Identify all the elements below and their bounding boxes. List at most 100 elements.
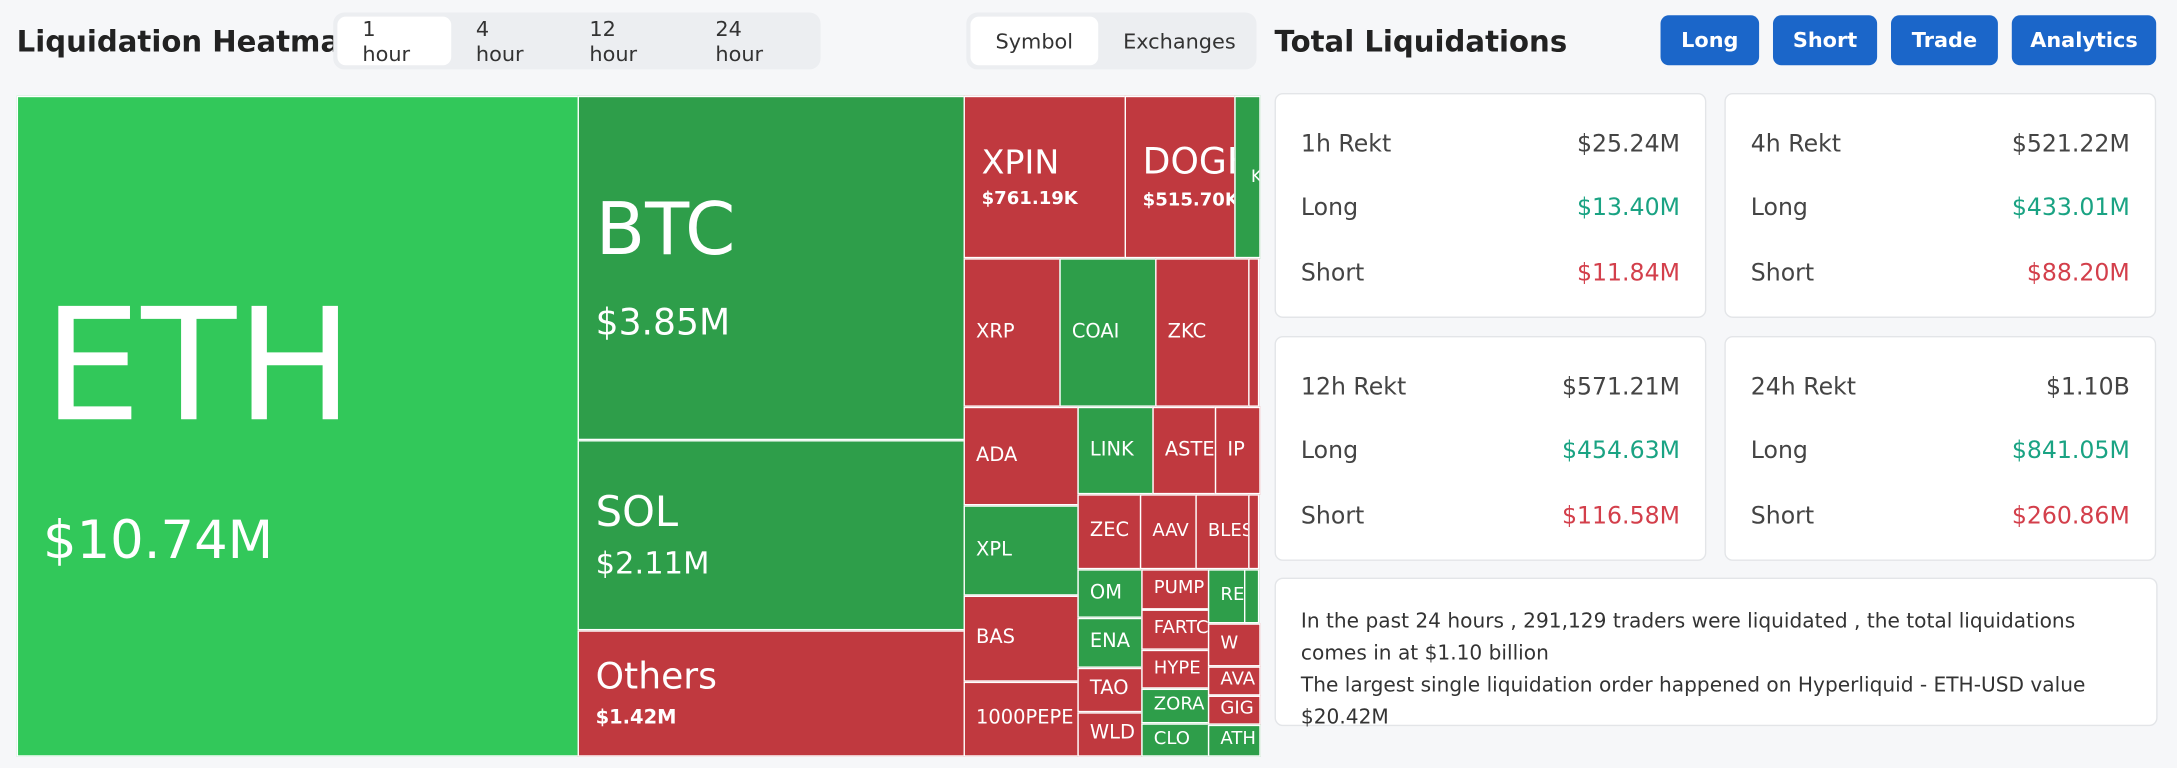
heatmap-tile[interactable]: HYPE — [1141, 649, 1210, 689]
tile-label: AVA — [1220, 669, 1256, 691]
heatmap-tile[interactable]: GIG — [1207, 695, 1261, 725]
tile-label: XRP — [976, 320, 1015, 343]
heatmap-tile[interactable]: 1000PEPE — [963, 681, 1079, 757]
view-tab[interactable]: Exchanges — [1123, 28, 1236, 54]
row-value: $841.05M — [2011, 437, 2130, 466]
info-box: In the past 24 hours , 291,129 traders w… — [1274, 577, 2158, 729]
card-row: Short $260.86M — [1751, 503, 2130, 531]
heatmap-tile[interactable]: COAI — [1059, 258, 1157, 407]
heatmap-tile[interactable]: ADA — [963, 406, 1079, 506]
row-value: $260.86M — [2011, 502, 2130, 531]
heatmap-tile[interactable]: ASTE — [1152, 406, 1217, 495]
heatmap-tile[interactable]: OM — [1077, 569, 1143, 618]
heatmap-tile[interactable]: ATH — [1207, 724, 1261, 757]
card-header: 12h Rekt $571.21M — [1301, 373, 1680, 401]
heatmap-tile[interactable]: XPIN $761.19K — [963, 95, 1126, 259]
row-value: $11.84M — [1577, 259, 1680, 288]
heatmap-tile[interactable]: TAO — [1077, 667, 1143, 713]
heatmap-tile[interactable]: RE — [1207, 569, 1246, 624]
card-row: Short $116.58M — [1301, 503, 1680, 531]
heatmap-tile[interactable]: BAS — [963, 595, 1079, 682]
rekt-card: 1h Rekt $25.24M Long $13.40M Short $11.84M — [1274, 93, 1707, 318]
tile-label: Others — [595, 656, 717, 699]
action-button[interactable]: Long — [1660, 15, 1760, 66]
heatmap-tile[interactable]: PUMP — [1141, 569, 1210, 610]
card-row: Long $841.05M — [1751, 437, 2130, 465]
tile-label: LINK — [1089, 438, 1134, 461]
card-row: Long $454.63M — [1301, 437, 1680, 465]
time-tab[interactable]: 12 hour — [589, 15, 638, 66]
heatmap-tile[interactable]: Others $1.42M — [577, 630, 965, 757]
view-tabs: Symbol Exchanges — [966, 12, 1257, 70]
heatmap-tile[interactable]: LINK — [1077, 406, 1154, 495]
heatmap-tile[interactable]: XRP — [963, 258, 1061, 407]
time-tab[interactable]: 4 hour — [475, 15, 524, 66]
card-title: 24h Rekt — [1750, 373, 1857, 402]
heatmap-tile[interactable]: BTC $3.85M — [577, 95, 965, 441]
tile-label: CLO — [1153, 728, 1190, 750]
heatmap-tile[interactable]: ENA — [1077, 617, 1143, 668]
tile-label: W — [1220, 633, 1239, 655]
card-row: Short $11.84M — [1301, 260, 1680, 288]
panel-title: Total Liquidations — [1274, 24, 1568, 59]
card-header: 1h Rekt $25.24M — [1301, 131, 1680, 159]
card-header: 4h Rekt $521.22M — [1751, 131, 2130, 159]
card-total: $521.22M — [2011, 130, 2130, 159]
heatmap-tile[interactable] — [1248, 258, 1260, 407]
action-button[interactable]: Short — [1772, 15, 1878, 66]
tile-label: OM — [1089, 581, 1122, 604]
tile-label: RE — [1220, 584, 1245, 606]
row-label: Long — [1750, 437, 1808, 466]
tile-label: TAO — [1089, 677, 1129, 701]
tile-label: SOL — [595, 488, 679, 537]
card-row: Long $433.01M — [1751, 194, 2130, 222]
tile-label: WLD — [1089, 722, 1135, 745]
heatmap-tile[interactable]: ZKC — [1155, 258, 1250, 407]
heatmap-tile[interactable]: WLD — [1077, 712, 1143, 757]
row-label: Long — [1750, 194, 1808, 223]
heatmap-tile[interactable]: XPL — [963, 505, 1079, 596]
heatmap-tile[interactable]: DOGE $515.70K — [1124, 95, 1236, 259]
heatmap-tile[interactable]: W — [1207, 623, 1261, 667]
tile-label: COAI — [1071, 320, 1120, 343]
row-value: $88.20M — [2026, 259, 2130, 288]
heatmap-tile[interactable]: K — [1234, 95, 1261, 259]
row-label: Long — [1300, 437, 1359, 466]
time-tab[interactable]: 1 hour — [337, 16, 451, 66]
card-total: $25.24M — [1577, 130, 1680, 159]
time-tab[interactable]: 24 hour — [715, 15, 764, 66]
info-line: In the past 24 hours , 291,129 traders w… — [1300, 610, 2076, 666]
row-label: Long — [1300, 194, 1359, 223]
action-button[interactable]: Trade — [1891, 15, 1998, 66]
heatmap-tile[interactable]: ZEC — [1077, 494, 1142, 570]
tile-label: ATH — [1220, 729, 1256, 751]
heatmap-tile[interactable]: FARTC — [1141, 609, 1210, 650]
tile-value: $3.85M — [595, 302, 731, 344]
tile-label: BLES — [1207, 520, 1250, 542]
heatmap-tile[interactable] — [1248, 494, 1260, 570]
row-value: $433.01M — [2011, 194, 2130, 223]
heatmap-tile[interactable] — [1244, 569, 1260, 624]
tile-label: ADA — [976, 444, 1018, 467]
tile-label: XPIN — [981, 142, 1060, 182]
heatmap-tile[interactable]: BLES — [1195, 494, 1250, 570]
heatmap-tile[interactable]: ZORA — [1141, 688, 1210, 724]
row-label: Short — [1750, 259, 1815, 288]
heatmap-tile[interactable]: CLO — [1141, 723, 1210, 757]
tile-value: $2.11M — [595, 546, 710, 582]
heatmap-tile[interactable]: SOL $2.11M — [577, 440, 965, 631]
heatmap-title: Liquidation Heatmap — [16, 24, 362, 59]
tile-label: HYPE — [1153, 657, 1201, 679]
heatmap-tile[interactable]: IP — [1214, 406, 1261, 495]
heatmap-tile[interactable]: AVA — [1207, 666, 1261, 696]
rekt-card: 24h Rekt $1.10B Long $841.05M Short $260.86M — [1724, 335, 2157, 561]
heatmap-tile[interactable]: ETH $10.74M — [16, 95, 579, 757]
row-label: Short — [1300, 502, 1365, 531]
action-button[interactable]: Analytics — [2011, 15, 2157, 66]
rekt-card: 4h Rekt $521.22M Long $433.01M Short $88.20M — [1724, 93, 2157, 318]
tile-value: $1.42M — [595, 706, 677, 729]
tile-label: BTC — [595, 189, 736, 273]
heatmap-tile[interactable]: AAV — [1139, 494, 1197, 570]
view-tab[interactable]: Symbol — [970, 16, 1099, 66]
row-value: $13.40M — [1577, 194, 1680, 223]
